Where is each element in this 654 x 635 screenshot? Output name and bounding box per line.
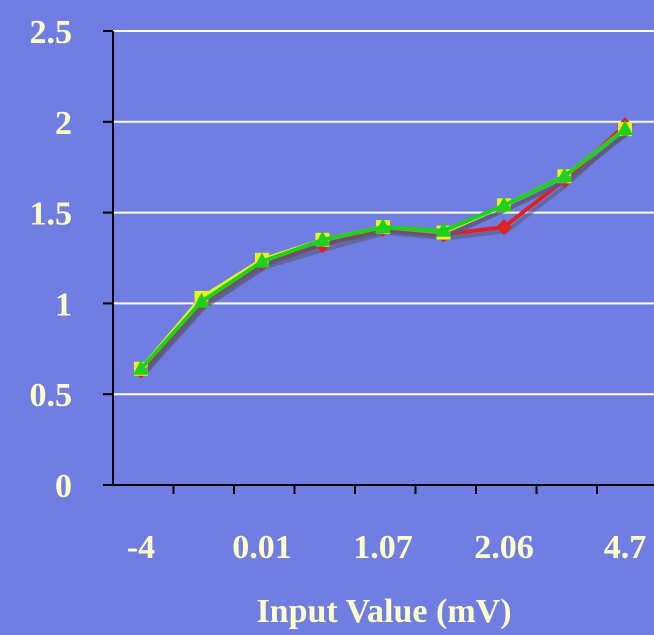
series-square — [134, 122, 632, 376]
data-point-triangle — [254, 252, 270, 268]
series-shadow — [142, 131, 630, 375]
y-tick-label: 2.5 — [30, 14, 73, 51]
data-point-triangle — [314, 230, 331, 246]
data-point-diamond — [496, 219, 512, 236]
data-point-triangle — [193, 292, 210, 308]
series-line — [139, 123, 627, 372]
data-point-triangle — [496, 196, 512, 212]
y-tick-label: 1 — [55, 286, 72, 323]
x-axis-title: Input Value (mV) — [256, 593, 511, 630]
x-tick-labels: -4 0.01 1.07 2.06 4.7 — [127, 529, 646, 566]
data-point-triangle — [375, 218, 391, 234]
series-triangle — [133, 120, 633, 375]
x-tick-label: 2.06 — [474, 529, 534, 566]
series-diamond — [133, 117, 633, 379]
data-point-triangle — [617, 120, 633, 136]
data-point-triangle — [556, 167, 573, 183]
x-tick-label: 4.7 — [604, 529, 647, 566]
x-tick-label: -4 — [127, 529, 155, 566]
gridlines — [113, 30, 654, 396]
series-line — [139, 127, 627, 371]
series-shadow — [142, 131, 630, 375]
x-tick-label: 1.07 — [353, 529, 413, 566]
y-tick-label: 1.5 — [30, 196, 73, 233]
y-tick-labels: 0 0.5 1 1.5 2 2.5 — [30, 14, 73, 505]
data-point-triangle — [435, 221, 452, 237]
y-tick-label: 0 — [55, 468, 72, 505]
data-point-triangle — [133, 359, 149, 375]
series-shadow — [142, 127, 630, 376]
series-line — [139, 127, 627, 371]
x-tick-label: 0.01 — [232, 529, 292, 566]
series-group — [133, 117, 633, 379]
y-tick-label: 0.5 — [30, 377, 73, 414]
axes — [103, 30, 654, 494]
y-tick-label: 2 — [55, 105, 72, 142]
